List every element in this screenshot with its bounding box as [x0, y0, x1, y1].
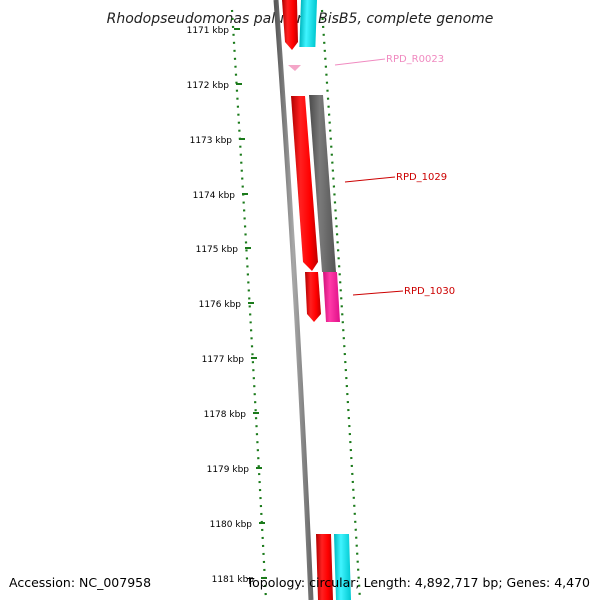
gene-forward-top — [282, 0, 298, 50]
ruler-tick-label: 1177 kbp — [202, 355, 245, 365]
leader-line-rpd-1030 — [352, 290, 404, 296]
ruler-tick-label: 1180 kbp — [210, 520, 253, 530]
ruler-dotted-line — [230, 9, 268, 600]
ruler-ticks — [234, 28, 267, 579]
ruler-tick-label: 1173 kbp — [190, 136, 233, 146]
ruler-tick-label: 1175 kbp — [196, 245, 239, 255]
map-title: Rhodopseudomonas palustris BisB5, comple… — [107, 11, 494, 27]
gene-reverse-top — [299, 0, 317, 47]
leader-line-rpd-1029 — [344, 176, 396, 183]
gene-forward-rpd-1029 — [291, 96, 318, 271]
gene-gray-rpd-1029 — [309, 95, 336, 272]
topology-text: Topology: circular; Length: 4,892,717 bp… — [246, 575, 590, 590]
gene-magenta-rpd-1030 — [323, 272, 340, 322]
ruler-tick-label: 1176 kbp — [199, 300, 242, 310]
ruler-tick-label: 1179 kbp — [207, 465, 250, 475]
gene-forward-bottom — [316, 534, 333, 600]
gene-label-rpd-1030[interactable]: RPD_1030 — [404, 286, 455, 297]
gene-forward-rpd-1030 — [305, 272, 321, 322]
ruler-tick-label: 1174 kbp — [193, 191, 236, 201]
ruler-tick-label: 1178 kbp — [204, 410, 247, 420]
leader-line-rpd-r0023 — [334, 58, 386, 66]
outer-dotted-line — [320, 9, 362, 600]
gene-label-rpd-r0023[interactable]: RPD_R0023 — [386, 54, 444, 65]
ruler-tick-label: 1181 kbp — [212, 575, 255, 585]
ruler-labels: 1171 kbp 1172 kbp 1173 kbp 1174 kbp 1175… — [187, 26, 255, 585]
genome-backbone — [273, 0, 314, 600]
gene-label-rpd-1029[interactable]: RPD_1029 — [396, 172, 447, 183]
accession-text: Accession: NC_007958 — [9, 575, 151, 590]
ruler-tick-label: 1172 kbp — [187, 81, 230, 91]
ruler-tick-label: 1171 kbp — [187, 26, 230, 36]
rna-feature-rpd-r0023 — [288, 65, 301, 71]
gene-reverse-bottom — [334, 534, 351, 600]
